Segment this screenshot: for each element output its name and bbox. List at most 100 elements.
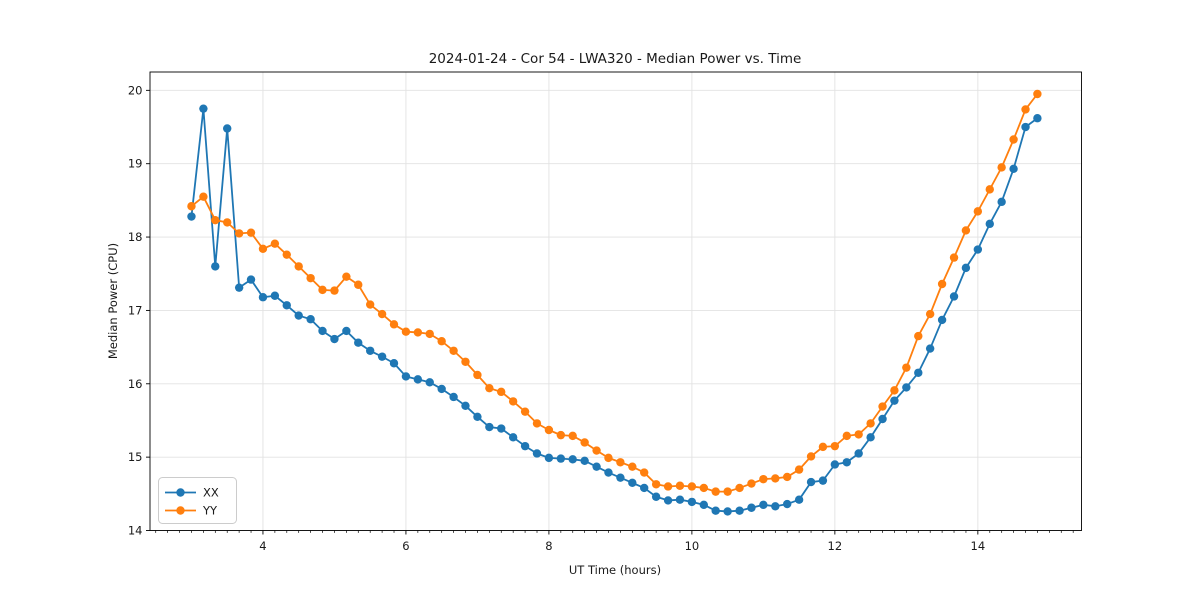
data-point-xx [711, 506, 720, 515]
legend-item-xx: XX [165, 486, 219, 500]
data-point-xx [544, 453, 554, 463]
y-tick-label: 14 [128, 524, 143, 538]
data-point-xx [782, 499, 792, 509]
tick-labels: 4 6 8 10 12 14 14 15 16 17 18 19 20 [128, 83, 985, 553]
data-point-yy [199, 192, 208, 201]
x-tick-label: 10 [685, 539, 700, 553]
data-point-yy [747, 479, 756, 488]
legend-box [158, 477, 237, 524]
data-point-xx [223, 124, 232, 133]
data-point-xx [1021, 122, 1030, 132]
data-point-xx [675, 495, 685, 504]
data-point-yy [961, 226, 971, 235]
data-point-xx [902, 383, 911, 392]
series-line-yy [190, 93, 1039, 493]
data-point-xx [687, 497, 697, 507]
data-point-xx [723, 507, 732, 516]
data-point-xx [604, 468, 613, 477]
data-point-yy [1021, 105, 1030, 114]
data-point-xx [854, 449, 863, 458]
data-point-xx [425, 378, 434, 387]
data-point-xx [306, 315, 315, 324]
data-point-yy [806, 452, 816, 461]
data-point-yy [377, 309, 387, 319]
data-point-yy [461, 357, 470, 366]
data-point-yy [985, 185, 994, 194]
data-point-yy [675, 481, 685, 490]
data-point-yy [794, 465, 804, 474]
data-point-xx [651, 492, 661, 501]
data-point-yy [592, 446, 601, 455]
data-point-xx [258, 293, 268, 302]
data-point-xx [961, 263, 971, 273]
y-tick-label: 15 [128, 450, 143, 464]
data-point-xx [818, 476, 828, 485]
data-point-xx [914, 368, 923, 377]
data-point-xx [556, 454, 566, 463]
data-point-xx [1033, 114, 1042, 123]
data-point-yy [258, 244, 268, 253]
data-point-yy [628, 462, 637, 471]
data-point-xx [997, 197, 1006, 207]
data-point-xx [365, 346, 375, 355]
data-point-xx [508, 433, 518, 442]
data-point-yy [485, 383, 494, 393]
data-point-xx [794, 495, 804, 504]
data-point-yy [782, 472, 792, 482]
data-point-yy [973, 207, 983, 216]
data-point-yy [818, 442, 828, 452]
data-point-xx [211, 262, 220, 271]
data-point-xx [640, 483, 649, 493]
data-point-xx [270, 291, 280, 300]
data-point-yy [556, 430, 566, 440]
y-tick-label: 17 [128, 303, 143, 317]
data-point-xx [234, 283, 244, 292]
data-point-xx [401, 372, 411, 381]
data-point-xx [866, 433, 875, 442]
data-point-yy [937, 279, 947, 289]
data-point-yy [997, 163, 1006, 172]
data-point-xx [377, 352, 387, 361]
data-point-xx [532, 449, 542, 458]
chart-title: 2024-01-24 - Cor 54 - LWA320 - Median Po… [429, 51, 802, 67]
x-tick-label: 8 [545, 539, 552, 553]
data-point-yy [663, 482, 673, 491]
data-point-yy [211, 215, 220, 225]
data-point-xx [580, 456, 589, 466]
legend-label-xx: XX [203, 486, 219, 500]
data-point-yy [318, 285, 327, 295]
data-point-yy [854, 430, 863, 439]
data-point-yy [723, 487, 732, 496]
series-xx [187, 104, 1042, 516]
plot-border [149, 71, 1082, 531]
data-point-yy [1033, 89, 1042, 99]
data-point-yy [640, 468, 649, 477]
data-point-xx [497, 424, 506, 433]
data-point-yy [878, 402, 887, 411]
data-point-yy [354, 280, 363, 289]
data-point-xx [949, 292, 959, 301]
data-point-yy [902, 363, 911, 372]
data-point-yy [842, 431, 851, 441]
data-point-yy [497, 387, 506, 397]
y-tick-label: 20 [128, 83, 143, 97]
data-point-yy [282, 250, 291, 259]
data-point-xx [449, 392, 458, 402]
data-point-yy [425, 329, 434, 339]
x-tick-label: 14 [971, 539, 986, 553]
data-point-xx [342, 326, 351, 336]
legend-item-yy: YY [165, 504, 218, 518]
data-point-yy [330, 286, 339, 295]
data-point-xx [699, 500, 709, 510]
data-point-yy [580, 438, 589, 447]
data-point-xx [461, 401, 470, 410]
data-point-xx [747, 503, 756, 512]
data-point-xx [842, 458, 851, 467]
legend: XX YY [158, 477, 237, 524]
data-point-xx [354, 338, 363, 347]
data-point-xx [199, 104, 208, 113]
data-point-yy [270, 239, 280, 248]
data-point-yy [771, 474, 780, 483]
data-point-yy [234, 229, 244, 238]
data-point-xx [473, 412, 482, 421]
